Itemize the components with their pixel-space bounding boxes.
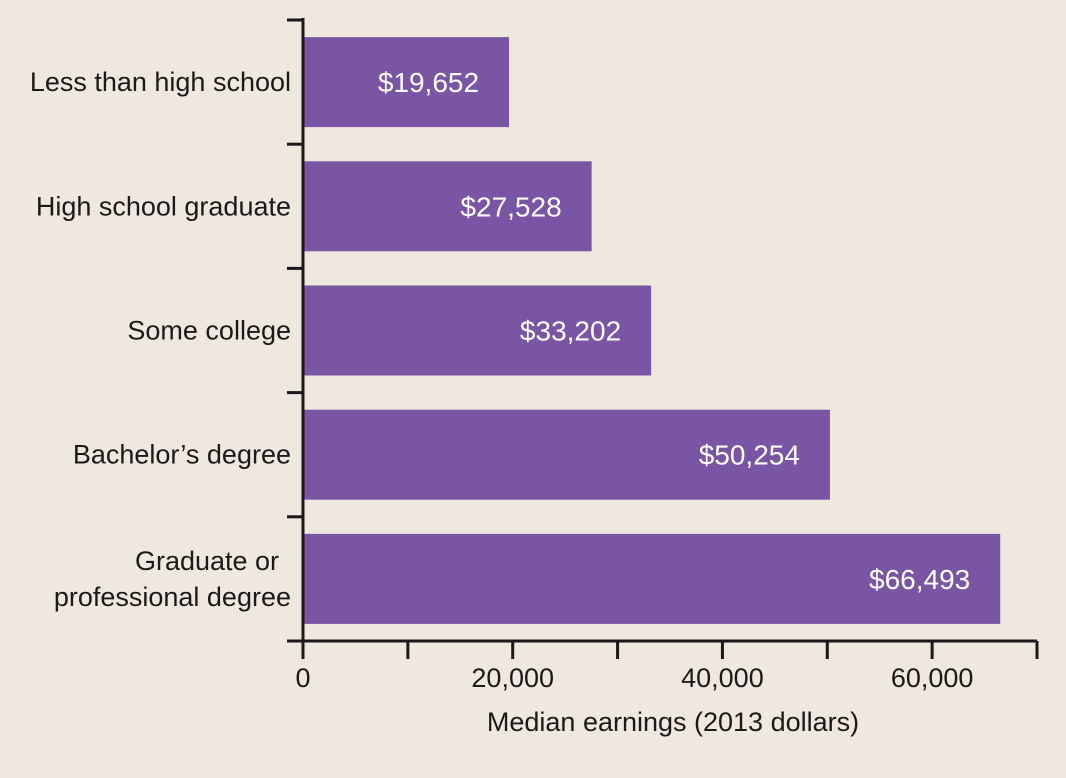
- bar-value-label: $27,528: [460, 191, 561, 222]
- category-label: High school graduate: [36, 191, 291, 221]
- x-tick-label: 60,000: [891, 663, 974, 693]
- bars-group: $19,652 $27,528 $33,202 $50,254 $66,493: [303, 37, 1001, 624]
- bar-value-label: $33,202: [520, 316, 621, 347]
- bar: [303, 161, 592, 252]
- bar: [303, 37, 510, 128]
- x-tick-label: 40,000: [681, 663, 764, 693]
- bar-value-label: $66,493: [869, 564, 970, 595]
- axes-group: 0 20,000 40,000 60,000: [287, 18, 1039, 693]
- x-axis-title: Median earnings (2013 dollars): [487, 707, 859, 737]
- bar-value-label: $50,254: [699, 440, 800, 471]
- bar: [303, 409, 830, 500]
- category-label: Graduate or professional degree: [54, 546, 291, 612]
- category-labels-group: Less than high school High school graduat…: [30, 67, 291, 612]
- category-label: Some college: [127, 316, 291, 346]
- bar-value-label: $19,652: [378, 67, 479, 98]
- x-tick-label: 0: [295, 663, 310, 693]
- x-tick-label: 20,000: [471, 663, 554, 693]
- category-label: Bachelor’s degree: [73, 440, 291, 470]
- category-label: Less than high school: [30, 67, 291, 97]
- bar: [303, 533, 1001, 624]
- bar: [303, 285, 652, 376]
